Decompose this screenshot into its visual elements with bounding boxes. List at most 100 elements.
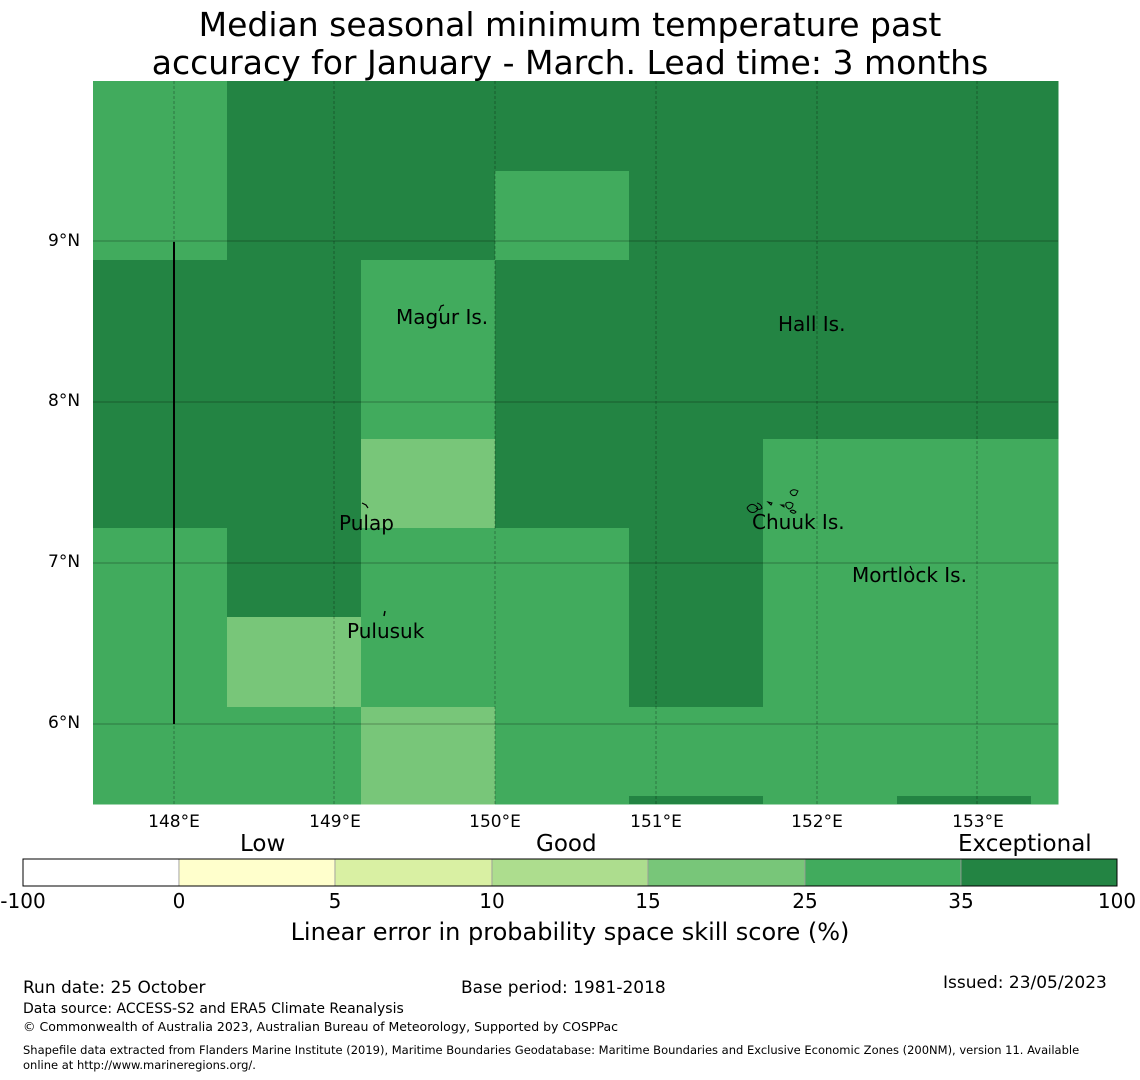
skill-cell (897, 81, 1032, 172)
skill-cell (495, 439, 630, 529)
skill-cell (93, 707, 228, 805)
skill-cell (495, 528, 630, 618)
skill-cell (227, 617, 362, 708)
colorbar (22, 858, 1118, 887)
colorbar-tick: 100 (1097, 889, 1137, 913)
skill-grid (93, 81, 1059, 805)
skill-cell (763, 171, 898, 261)
skill-cell (629, 260, 764, 350)
skill-cell (361, 707, 496, 805)
skill-cell (629, 349, 764, 440)
skill-cell (763, 707, 898, 805)
skill-cell (361, 260, 496, 350)
skill-cell (93, 439, 228, 529)
place-label-hall: Hall Is. (778, 312, 846, 336)
skill-cell (93, 81, 228, 172)
shapefile-credit-line-2: online at http://www.marineregions.org/. (23, 1058, 256, 1072)
lat-tick-6: 6°N (48, 713, 81, 733)
skill-cell (227, 528, 362, 618)
chuuk-island-shapes (746, 489, 799, 514)
skill-cell (629, 617, 764, 708)
colorbar-tick: 10 (479, 889, 505, 913)
skill-cell (629, 81, 764, 172)
skill-cell (897, 260, 1032, 350)
skill-cell (361, 349, 496, 440)
skill-cell (629, 707, 764, 805)
skill-cell (361, 439, 496, 529)
issued-date: Issued: 23/05/2023 (943, 973, 1107, 993)
skill-cell (93, 349, 228, 440)
run-date: Run date: 25 October (23, 978, 206, 998)
skill-cell (897, 707, 1032, 805)
skill-cell (1031, 528, 1059, 618)
lon-tick-153: 153°E (952, 812, 1004, 832)
place-label-pulap: Pulap (339, 511, 394, 535)
colorbar-frame (22, 858, 1118, 887)
place-label-mortlock: Mortlock Is. (852, 563, 967, 587)
skill-cell (361, 171, 496, 261)
pulap-island-shape (361, 502, 369, 509)
skill-cell (763, 349, 898, 440)
skill-cell (93, 260, 228, 350)
skill-cell (763, 260, 898, 350)
skill-cell (93, 617, 228, 708)
map-title-line-2: accuracy for January - March. Lead time:… (151, 43, 989, 82)
skill-cell (1031, 439, 1059, 529)
lon-tick-148: 148°E (148, 812, 200, 832)
lat-tick-8: 8°N (48, 391, 81, 411)
colorbar-swatch (178, 858, 336, 887)
colorbar-category-exceptional: Exceptional (958, 831, 1092, 857)
skill-cell (629, 528, 764, 618)
place-label-chuuk: Chuuk Is. (752, 510, 845, 534)
skill-cell (93, 171, 228, 261)
skill-cell (227, 171, 362, 261)
lon-tick-149: 149°E (309, 812, 361, 832)
colorbar-swatch (960, 858, 1118, 887)
colorbar-tick: 35 (948, 889, 974, 913)
colorbar-swatch (334, 858, 493, 887)
colorbar-label: Linear error in probability space skill … (290, 918, 850, 946)
skill-cell (227, 349, 362, 440)
skill-cell (1031, 349, 1059, 440)
skill-cell (897, 439, 1032, 529)
skill-cell (897, 617, 1032, 708)
skill-cell (361, 617, 496, 708)
colorbar-swatch (491, 858, 649, 887)
skill-cell (897, 171, 1032, 261)
skill-cell (763, 617, 898, 708)
colorbar-category-low: Low (240, 831, 286, 857)
colorbar-tick: 0 (172, 889, 186, 913)
skill-cell (495, 349, 630, 440)
skill-cell (763, 439, 898, 529)
skill-cell (897, 528, 1032, 618)
skill-cell (763, 528, 898, 618)
place-label-magur: Magur Is. (396, 305, 489, 329)
skill-cell (897, 796, 1031, 804)
map-title-line-1: Median seasonal minimum temperature past (198, 5, 942, 44)
base-period: Base period: 1981-2018 (461, 978, 666, 998)
lon-tick-152: 152°E (791, 812, 843, 832)
colorbar-swatch (22, 858, 180, 887)
colorbar-swatch (647, 858, 806, 887)
skill-cell (93, 528, 228, 618)
copyright-notice: © Commonwealth of Australia 2023, Austra… (23, 1019, 618, 1034)
colorbar-category-good: Good (536, 831, 597, 857)
mortlock-island-shape (909, 565, 913, 571)
colorbar-swatch (804, 858, 962, 887)
skill-cell (227, 707, 362, 805)
skill-cell (763, 81, 898, 172)
skill-cell (629, 171, 764, 261)
skill-cell (897, 349, 1032, 440)
lat-tick-9: 9°N (48, 231, 81, 251)
skill-cell (227, 439, 362, 529)
skill-cell (361, 528, 496, 618)
skill-cell (1031, 81, 1059, 172)
skill-cell (1031, 260, 1059, 350)
colorbar-tick: 5 (328, 889, 342, 913)
skill-cell (629, 796, 763, 804)
colorbar-tick: -100 (0, 889, 46, 913)
skill-cell (495, 707, 630, 805)
lon-tick-151: 151°E (630, 812, 682, 832)
skill-cell (227, 260, 362, 350)
